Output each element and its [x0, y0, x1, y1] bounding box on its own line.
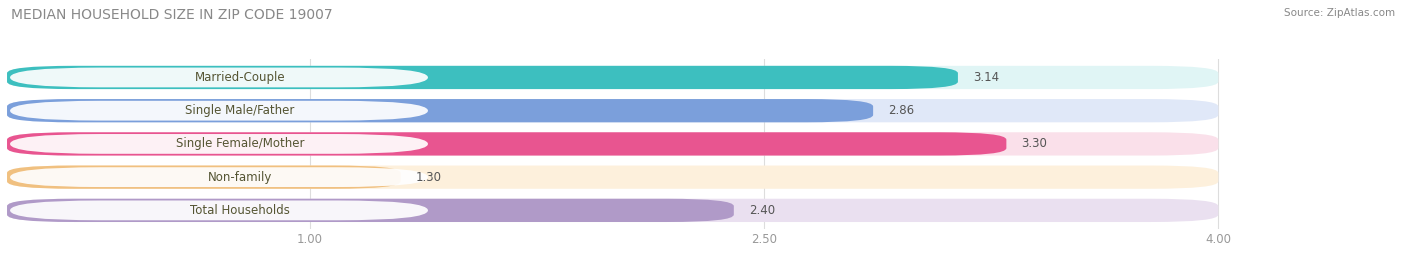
FancyBboxPatch shape — [7, 165, 401, 189]
FancyBboxPatch shape — [7, 99, 873, 122]
Text: Single Male/Father: Single Male/Father — [186, 104, 295, 117]
Text: Source: ZipAtlas.com: Source: ZipAtlas.com — [1284, 8, 1395, 18]
FancyBboxPatch shape — [7, 165, 1219, 189]
Text: 2.40: 2.40 — [749, 204, 775, 217]
Text: MEDIAN HOUSEHOLD SIZE IN ZIP CODE 19007: MEDIAN HOUSEHOLD SIZE IN ZIP CODE 19007 — [11, 8, 333, 22]
FancyBboxPatch shape — [7, 132, 1219, 155]
FancyBboxPatch shape — [7, 66, 957, 89]
Text: Married-Couple: Married-Couple — [194, 71, 285, 84]
FancyBboxPatch shape — [10, 167, 427, 187]
FancyBboxPatch shape — [10, 134, 427, 154]
Text: 3.30: 3.30 — [1022, 137, 1047, 150]
FancyBboxPatch shape — [7, 99, 1219, 122]
FancyBboxPatch shape — [10, 200, 427, 220]
Text: Total Households: Total Households — [190, 204, 290, 217]
Text: 3.14: 3.14 — [973, 71, 1000, 84]
Text: Non-family: Non-family — [208, 171, 273, 184]
FancyBboxPatch shape — [10, 68, 427, 87]
Text: Single Female/Mother: Single Female/Mother — [176, 137, 304, 150]
FancyBboxPatch shape — [10, 101, 427, 121]
Text: 2.86: 2.86 — [889, 104, 914, 117]
FancyBboxPatch shape — [7, 132, 1007, 155]
FancyBboxPatch shape — [7, 199, 1219, 222]
Text: 1.30: 1.30 — [416, 171, 441, 184]
FancyBboxPatch shape — [7, 66, 1219, 89]
FancyBboxPatch shape — [7, 199, 734, 222]
